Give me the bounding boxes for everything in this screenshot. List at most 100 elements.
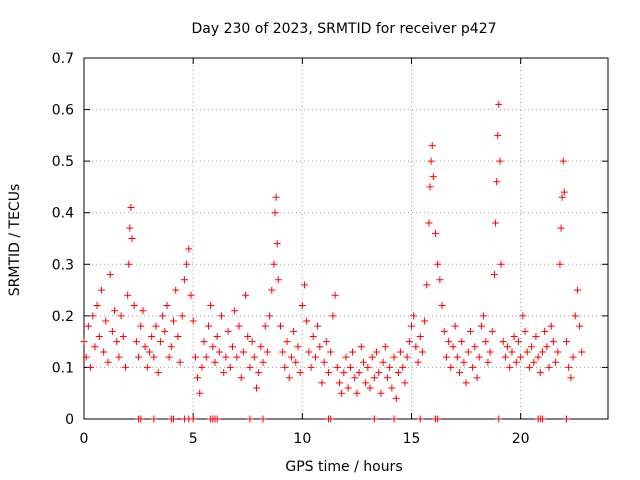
data-point bbox=[125, 260, 133, 268]
data-point bbox=[172, 286, 180, 294]
data-point bbox=[392, 394, 400, 402]
data-point bbox=[493, 178, 501, 186]
data-point bbox=[150, 415, 158, 423]
data-point bbox=[143, 363, 151, 371]
data-point bbox=[215, 348, 223, 356]
data-point bbox=[121, 363, 129, 371]
data-point bbox=[557, 224, 565, 232]
data-point bbox=[494, 131, 502, 139]
data-point bbox=[530, 358, 538, 366]
data-point bbox=[228, 343, 236, 351]
data-point bbox=[189, 415, 197, 423]
data-point bbox=[307, 363, 315, 371]
data-point bbox=[213, 332, 221, 340]
data-point bbox=[525, 363, 533, 371]
data-point bbox=[283, 338, 291, 346]
data-point bbox=[429, 173, 437, 181]
data-point bbox=[102, 317, 110, 325]
data-point bbox=[211, 358, 219, 366]
data-point bbox=[127, 204, 135, 212]
y-tick-label: 0.1 bbox=[52, 360, 74, 376]
data-point bbox=[576, 322, 584, 330]
data-point bbox=[512, 358, 520, 366]
data-point bbox=[305, 348, 313, 356]
data-point bbox=[401, 379, 409, 387]
data-point bbox=[250, 353, 258, 361]
data-point bbox=[563, 338, 571, 346]
plot-frame bbox=[83, 57, 609, 420]
data-point bbox=[364, 363, 372, 371]
data-point bbox=[165, 353, 173, 361]
data-point bbox=[207, 302, 215, 310]
y-axis-label: SRMTID / TECUs bbox=[7, 184, 23, 297]
data-point bbox=[222, 353, 230, 361]
data-point bbox=[388, 384, 396, 392]
data-point bbox=[351, 374, 359, 382]
data-point bbox=[416, 332, 424, 340]
data-point bbox=[445, 338, 453, 346]
data-point bbox=[266, 312, 274, 320]
data-point bbox=[560, 188, 568, 196]
data-point bbox=[456, 369, 464, 377]
data-point bbox=[506, 363, 514, 371]
data-point bbox=[271, 209, 279, 217]
data-point bbox=[534, 353, 542, 361]
data-point bbox=[218, 312, 226, 320]
data-point bbox=[301, 281, 309, 289]
data-point bbox=[226, 363, 234, 371]
data-point bbox=[191, 353, 199, 361]
chart-title: Day 230 of 2023, SRMTID for receiver p42… bbox=[191, 21, 496, 37]
data-point bbox=[132, 338, 140, 346]
data-point bbox=[246, 415, 254, 423]
x-axis-label: GPS time / hours bbox=[285, 459, 402, 475]
data-point bbox=[259, 415, 267, 423]
data-point bbox=[552, 358, 560, 366]
y-tick-label: 0.3 bbox=[52, 257, 74, 273]
data-point bbox=[370, 374, 378, 382]
data-point bbox=[194, 374, 202, 382]
data-point bbox=[375, 369, 383, 377]
data-point bbox=[379, 358, 387, 366]
data-point bbox=[327, 415, 335, 423]
data-point bbox=[377, 389, 385, 397]
x-axis: 0 5 10 15 20 bbox=[80, 58, 530, 447]
data-point bbox=[521, 327, 529, 335]
data-point bbox=[298, 302, 306, 310]
data-point bbox=[119, 332, 127, 340]
data-point bbox=[571, 312, 579, 320]
data-point bbox=[541, 327, 549, 335]
data-point bbox=[390, 415, 398, 423]
data-point bbox=[183, 260, 191, 268]
y-tick-label: 0.2 bbox=[52, 309, 74, 325]
data-point bbox=[338, 389, 346, 397]
data-point bbox=[453, 353, 461, 361]
data-point bbox=[381, 343, 389, 351]
data-point bbox=[204, 322, 212, 330]
data-point bbox=[159, 312, 167, 320]
data-point bbox=[421, 317, 429, 325]
data-point bbox=[281, 363, 289, 371]
data-point bbox=[414, 358, 422, 366]
data-point bbox=[340, 369, 348, 377]
data-point bbox=[139, 307, 147, 315]
data-point bbox=[440, 327, 448, 335]
data-point bbox=[189, 317, 197, 325]
data-point bbox=[405, 338, 413, 346]
data-point bbox=[209, 343, 217, 351]
data-point bbox=[556, 260, 564, 268]
data-point bbox=[316, 343, 324, 351]
data-point bbox=[418, 348, 426, 356]
data-point bbox=[167, 343, 175, 351]
data-point bbox=[314, 322, 322, 330]
data-point bbox=[462, 379, 470, 387]
data-point bbox=[296, 369, 304, 377]
data-point bbox=[563, 415, 571, 423]
data-point bbox=[558, 193, 566, 201]
data-point bbox=[539, 415, 546, 423]
data-point bbox=[508, 348, 516, 356]
data-point bbox=[156, 338, 164, 346]
data-point bbox=[428, 142, 436, 150]
data-point bbox=[163, 302, 171, 310]
y-tick-label: 0.7 bbox=[52, 51, 74, 67]
data-point bbox=[137, 322, 145, 330]
